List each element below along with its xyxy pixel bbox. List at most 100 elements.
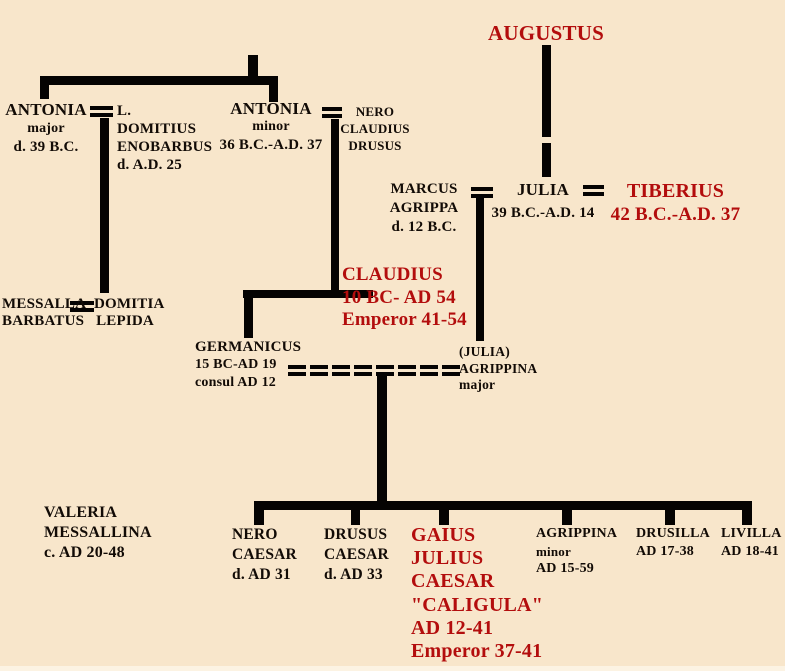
marriage-equals-bottom-bar: [288, 372, 460, 376]
person-nero-caesar: NERO CAESAR d. AD 31: [232, 525, 297, 585]
person-name: AGRIPPINA: [459, 360, 538, 376]
person-dates: d. 12 B.C.: [391, 219, 457, 235]
person-name: L.: [117, 103, 132, 119]
person-name: AUGUSTUS: [488, 21, 604, 45]
person-dates: AD 12-41: [411, 616, 494, 639]
person-name: DRUSUS: [348, 138, 402, 153]
person-name: JULIA: [516, 180, 569, 199]
person-name: NERO: [355, 104, 395, 119]
person-dates: 15 BC-AD 19: [195, 357, 277, 372]
person-augustus: AUGUSTUS: [483, 21, 609, 46]
person-julia: JULIA 39 B.C.-A.D. 14: [484, 179, 602, 224]
person-name: ANTONIA: [230, 99, 312, 118]
person-dates: 42 B.C.-A.D. 37: [610, 204, 741, 225]
connector-tick-caligula: [439, 501, 449, 525]
marriage-equals-antonia-major-domitius: [90, 106, 113, 117]
person-dates: 10 BC- AD 54: [342, 286, 456, 308]
connector-tick-drusus-caesar: [351, 501, 360, 525]
person-name: DRUSUS: [324, 526, 388, 543]
person-name: AGRIPPA: [389, 200, 459, 216]
person-name: LIVILLA: [721, 526, 782, 541]
person-l-domitius-enobarbus: L. DOMITIUS ENOBARBUS d. A.D. 25: [117, 102, 212, 174]
person-name: ANTONIA: [5, 100, 87, 119]
person-epithet: minor: [536, 543, 571, 559]
connector-tick-drusilla: [665, 501, 675, 525]
connector-augustus-julia-upper: [542, 45, 551, 137]
person-dates: d. A.D. 25: [117, 157, 182, 173]
person-dates: AD 15-59: [536, 561, 594, 576]
person-domitia-lepida: DOMITIA LEPIDA: [94, 296, 165, 329]
person-dates: d. AD 33: [324, 566, 383, 583]
person-agrippina-major: (JULIA) AGRIPPINA major: [459, 344, 537, 394]
person-name: BARBATUS: [2, 312, 85, 329]
person-antonia-major: ANTONIA major d. 39 B.C.: [3, 100, 89, 157]
person-marcus-agrippa: MARCUS AGRIPPA d. 12 B.C.: [384, 180, 464, 237]
person-name: DOMITIA: [94, 296, 165, 312]
person-name: AGRIPPINA: [536, 526, 618, 541]
person-name: TIBERIUS: [626, 180, 725, 202]
connector-tick-livilla: [742, 501, 752, 525]
connector-tick-nero-caesar: [254, 501, 264, 525]
connector-antonia-minor-descent: [331, 119, 339, 298]
person-reign: Emperor 41-54: [342, 309, 467, 330]
bottom-edge-strip: [0, 666, 785, 671]
person-name: MESSALLINA: [44, 524, 152, 541]
person-name: CLAUDIUS: [342, 264, 443, 285]
person-dates: AD 18-41: [721, 544, 779, 559]
person-drusus-caesar: DRUSUS CAESAR d. AD 33: [324, 525, 389, 585]
person-name: DRUSILLA: [636, 526, 710, 541]
person-epithet: major: [27, 121, 65, 136]
person-caligula: GAIUS JULIUS CAESAR "CALIGULA" AD 12-41 …: [411, 524, 543, 663]
person-name: MESSALLA: [2, 296, 87, 312]
person-name: GAIUS: [411, 524, 476, 546]
connector-antonia-major-descent: [100, 118, 109, 293]
person-name: VALERIA: [44, 504, 118, 521]
connector-antonia-minor-leg: [269, 76, 278, 102]
person-dates: d. 39 B.C.: [13, 139, 79, 155]
marriage-equals-germanicus-agrippina: [288, 365, 460, 376]
connector-top-stub: [248, 55, 258, 77]
person-name: CAESAR: [411, 570, 495, 593]
person-dates: c. AD 20-48: [44, 544, 125, 561]
person-germanicus: GERMANICUS 15 BC-AD 19 consul AD 12: [195, 338, 301, 392]
connector-children-bar: [254, 501, 752, 510]
person-livilla: LIVILLA AD 18-41: [721, 525, 782, 561]
person-antonia-minor: ANTONIA minor 36 B.C.-A.D. 37: [211, 100, 331, 154]
person-name: MARCUS: [390, 181, 458, 197]
person-name: (JULIA): [459, 344, 510, 359]
person-claudius: CLAUDIUS 10 BC- AD 54 Emperor 41-54: [342, 264, 467, 332]
person-dates: AD 17-38: [636, 544, 694, 559]
person-epithet: minor: [252, 119, 290, 134]
person-nero-claudius-drusus: NERO CLAUDIUS DRUSUS: [336, 103, 414, 154]
person-name: CAESAR: [232, 546, 297, 563]
person-nickname: "CALIGULA": [411, 593, 543, 616]
person-name: ENOBARBUS: [117, 139, 213, 155]
connector-germanicus-leg: [244, 290, 253, 338]
person-epithet: major: [459, 377, 496, 392]
person-name: JULIUS: [411, 547, 484, 570]
connector-antonia-sisters-bar: [40, 76, 278, 85]
connector-tick-agrippina-minor: [562, 501, 572, 525]
person-office: consul AD 12: [195, 375, 276, 390]
connector-germanicus-children-stem: [377, 374, 387, 502]
person-agrippina-minor: AGRIPPINA minor AD 15-59: [536, 525, 617, 578]
person-dates: 39 B.C.-A.D. 14: [491, 204, 595, 221]
connector-agrippa-julia-descent: [476, 198, 484, 341]
person-dates: d. AD 31: [232, 566, 291, 583]
person-name: LEPIDA: [96, 312, 154, 329]
marriage-equals-top-bar: [288, 365, 460, 369]
person-dates: 36 B.C.-A.D. 37: [219, 137, 323, 153]
person-valeria-messallina: VALERIA MESSALLINA c. AD 20-48: [44, 503, 152, 563]
person-drusilla: DRUSILLA AD 17-38: [636, 525, 710, 561]
connector-germanicus-claudius-bar: [243, 290, 373, 298]
person-name: CAESAR: [324, 546, 389, 563]
connector-antonia-major-leg: [40, 76, 49, 99]
person-name: DOMITIUS: [117, 121, 197, 137]
person-name: NERO: [232, 526, 278, 543]
person-reign: Emperor 37-41: [411, 640, 543, 663]
person-name: CLAUDIUS: [340, 121, 410, 136]
person-messalla-barbatus: MESSALLA BARBATUS: [2, 296, 86, 329]
connector-augustus-julia-lower: [542, 143, 551, 177]
person-name: GERMANICUS: [195, 339, 302, 355]
